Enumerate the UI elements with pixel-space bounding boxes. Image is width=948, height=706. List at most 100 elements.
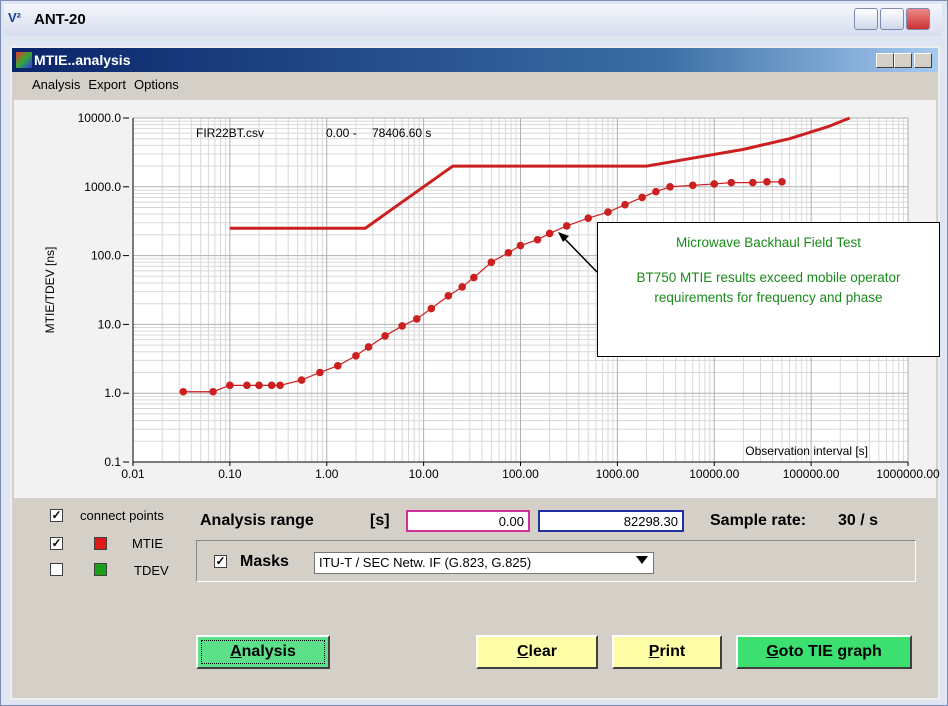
app-icon: V² [8, 10, 21, 25]
inner-maximize[interactable] [894, 53, 912, 68]
arrow-head [558, 232, 569, 242]
range-to-input[interactable]: 82298.30 [538, 510, 684, 532]
maximize-button[interactable] [880, 8, 904, 30]
data-point [209, 387, 217, 396]
data-point [226, 381, 234, 390]
data-point [666, 183, 674, 191]
series-line [229, 116, 851, 230]
menu-item[interactable]: Analysis [32, 77, 81, 92]
chart: 0.01 0.10 1.00 10.00 100.00 1000.00 10000.00 10… [43, 111, 940, 481]
label: Sample rate: [710, 512, 807, 529]
y-tick-label: 1.0 [104, 386, 121, 400]
annotation-text: BT750 MTIE results exceed mobile operato… [636, 270, 901, 305]
inner-minimize[interactable] [876, 53, 894, 68]
data-point [584, 214, 593, 222]
data-point [562, 222, 571, 230]
mask-group [196, 540, 916, 582]
button[interactable]: Analysis [196, 635, 330, 669]
data-point [267, 381, 276, 390]
dropdown-arrow[interactable] [636, 556, 648, 564]
inner-title-bar: MTIE..analysis [12, 48, 938, 72]
button[interactable]: Print [612, 635, 722, 669]
menu-item[interactable]: Options [134, 77, 179, 92]
x-tick-label: 1000000.00 [876, 467, 940, 481]
data-point [398, 322, 406, 330]
data-point [487, 258, 496, 267]
data-point [444, 292, 453, 300]
data-point [276, 381, 284, 390]
data-point [533, 235, 542, 244]
y-tick-label: 10.0 [98, 317, 122, 331]
checkbox[interactable]: ✓ [214, 554, 227, 568]
x-tick-label: 1.00 [315, 467, 339, 481]
x-tick-label: 0.10 [218, 467, 242, 481]
annotation-heading: Microwave Backhaul Field Test [675, 235, 862, 250]
menu-bar: Analysis Export Options [12, 74, 187, 96]
data-point [381, 332, 389, 340]
y-tick-label: 0.1 [104, 455, 121, 469]
y-axis-label: MTIE/TDEV [ns] [43, 247, 57, 334]
x-tick-label: 10000.00 [689, 467, 739, 481]
label: Masks [240, 553, 289, 570]
data-point [710, 180, 719, 188]
x-axis-label: Observation interval [s] [745, 444, 868, 458]
data-point [352, 351, 360, 360]
data-point [763, 178, 771, 186]
checkbox-label: connect points [80, 508, 164, 523]
data-point [778, 178, 786, 186]
data-point [688, 181, 697, 190]
close-button[interactable] [906, 8, 930, 30]
mask-dropdown[interactable]: ITU-T / SEC Netw. IF (G.823, G.825) [314, 552, 654, 574]
data-point [545, 229, 554, 238]
data-point [604, 208, 612, 216]
data-point [727, 178, 736, 187]
data-point [364, 343, 373, 351]
annotation-box: Microwave Backhaul Field Test BT750 MTIE… [597, 222, 940, 357]
x-tick-label: 1000.00 [596, 467, 640, 481]
data-point [255, 381, 263, 390]
inner-icon [16, 52, 32, 68]
x-tick-label: 0.01 [121, 467, 145, 481]
data-point [470, 273, 478, 282]
color-swatch[interactable] [94, 563, 107, 576]
checkbox[interactable]: ✓ [50, 536, 63, 550]
label: Analysis range [200, 512, 314, 529]
data-point [458, 283, 466, 291]
x-tick-label: 10.00 [409, 467, 439, 481]
color-swatch[interactable] [94, 537, 107, 550]
checkbox-label: MTIE [132, 536, 164, 551]
label: [s] [370, 512, 390, 529]
data-point [179, 387, 188, 396]
data-point [504, 248, 513, 257]
button[interactable]: Clear [476, 635, 598, 669]
x-tick-label: 100000.00 [783, 467, 840, 481]
data-point [652, 187, 660, 196]
data-point [316, 368, 324, 377]
data-point [638, 193, 646, 202]
title-bar: ANT-20 [4, 4, 942, 36]
data-point [749, 178, 757, 187]
button[interactable]: Goto TIE graph [736, 635, 912, 669]
checkbox[interactable]: ✓ [50, 508, 63, 522]
range-end: 78406.60 s [372, 126, 431, 140]
data-point [333, 362, 342, 370]
checkbox[interactable] [50, 563, 63, 576]
data-point [516, 241, 525, 250]
y-tick-label: 100.0 [91, 249, 121, 263]
file-label: FIR22BT.csv [196, 126, 264, 140]
checkbox-label: TDEV [134, 563, 169, 578]
y-tick-label: 1000.0 [84, 180, 121, 194]
x-tick-label: 100.00 [502, 467, 539, 481]
y-tick-label: 10000.0 [78, 111, 122, 125]
data-point [297, 376, 306, 384]
data-point [412, 315, 421, 323]
label: 30 / s [838, 512, 879, 529]
inner-close[interactable] [914, 53, 932, 68]
annotation-arrow [561, 235, 598, 273]
data-point [621, 200, 629, 209]
range-from-input[interactable]: 0.00 [406, 510, 530, 532]
range-start: 0.00 - [326, 126, 357, 140]
data-point [243, 381, 251, 390]
menu-item[interactable]: Export [88, 77, 126, 92]
minimize-button[interactable] [854, 8, 878, 30]
